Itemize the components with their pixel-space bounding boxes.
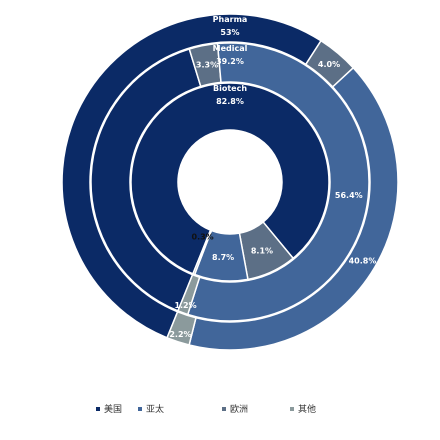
legend-item-eu: 欧洲 (222, 403, 248, 415)
ring-name-biotech: Biotech (213, 84, 247, 93)
legend-label-apac: 亚太 (146, 403, 164, 415)
slice-label-medical-us: 39.2% (216, 57, 244, 66)
legend-item-apac: 亚太 (138, 403, 164, 415)
legend-swatch-other (290, 407, 294, 411)
slice-label-medical-other: 1.2% (174, 301, 196, 310)
slice-biotech-other (191, 229, 213, 276)
legend-item-us: 美国 (96, 403, 122, 415)
slice-label-biotech-us: 82.8% (216, 97, 244, 106)
slice-label-pharma-other: 2.2% (169, 330, 191, 339)
slice-label-medical-apac: 56.4% (335, 191, 363, 200)
legend-swatch-eu (222, 407, 226, 411)
slice-label-pharma-us: 53% (220, 28, 239, 37)
slice-label-pharma-eu: 4.0% (318, 60, 340, 69)
slice-label-biotech-apac: 8.7% (212, 253, 234, 262)
legend-label-other: 其他 (298, 403, 316, 415)
ring-name-medical: Medical (213, 44, 248, 53)
labels-layer: Pharma 53% 4.0% 40.8% 2.2% Medical 39.2%3.3% 56… (169, 15, 376, 339)
legend-label-eu: 欧洲 (230, 403, 248, 415)
slice-pharma-other (166, 310, 197, 346)
legend: 美国 亚太 欧洲 其他 (96, 403, 316, 415)
legend-item-other: 其他 (290, 403, 316, 415)
slice-medical-other (176, 273, 201, 316)
slice-medical-us (90, 48, 202, 312)
slice-medical-apac (186, 42, 370, 322)
slice-label-pharma-apac: 40.8% (349, 256, 377, 265)
legend-swatch-apac (138, 407, 142, 411)
slice-label-biotech-eu: 8.1% (251, 246, 273, 255)
legend-swatch-us (96, 407, 100, 411)
ring-name-pharma: Pharma (213, 15, 248, 24)
slice-label-medical-eu: 3.3% (196, 61, 218, 70)
legend-label-us: 美国 (104, 403, 122, 415)
slice-biotech-us (130, 82, 330, 275)
slice-label-biotech-other: 0.3% (192, 233, 214, 242)
rings-layer (61, 13, 399, 351)
